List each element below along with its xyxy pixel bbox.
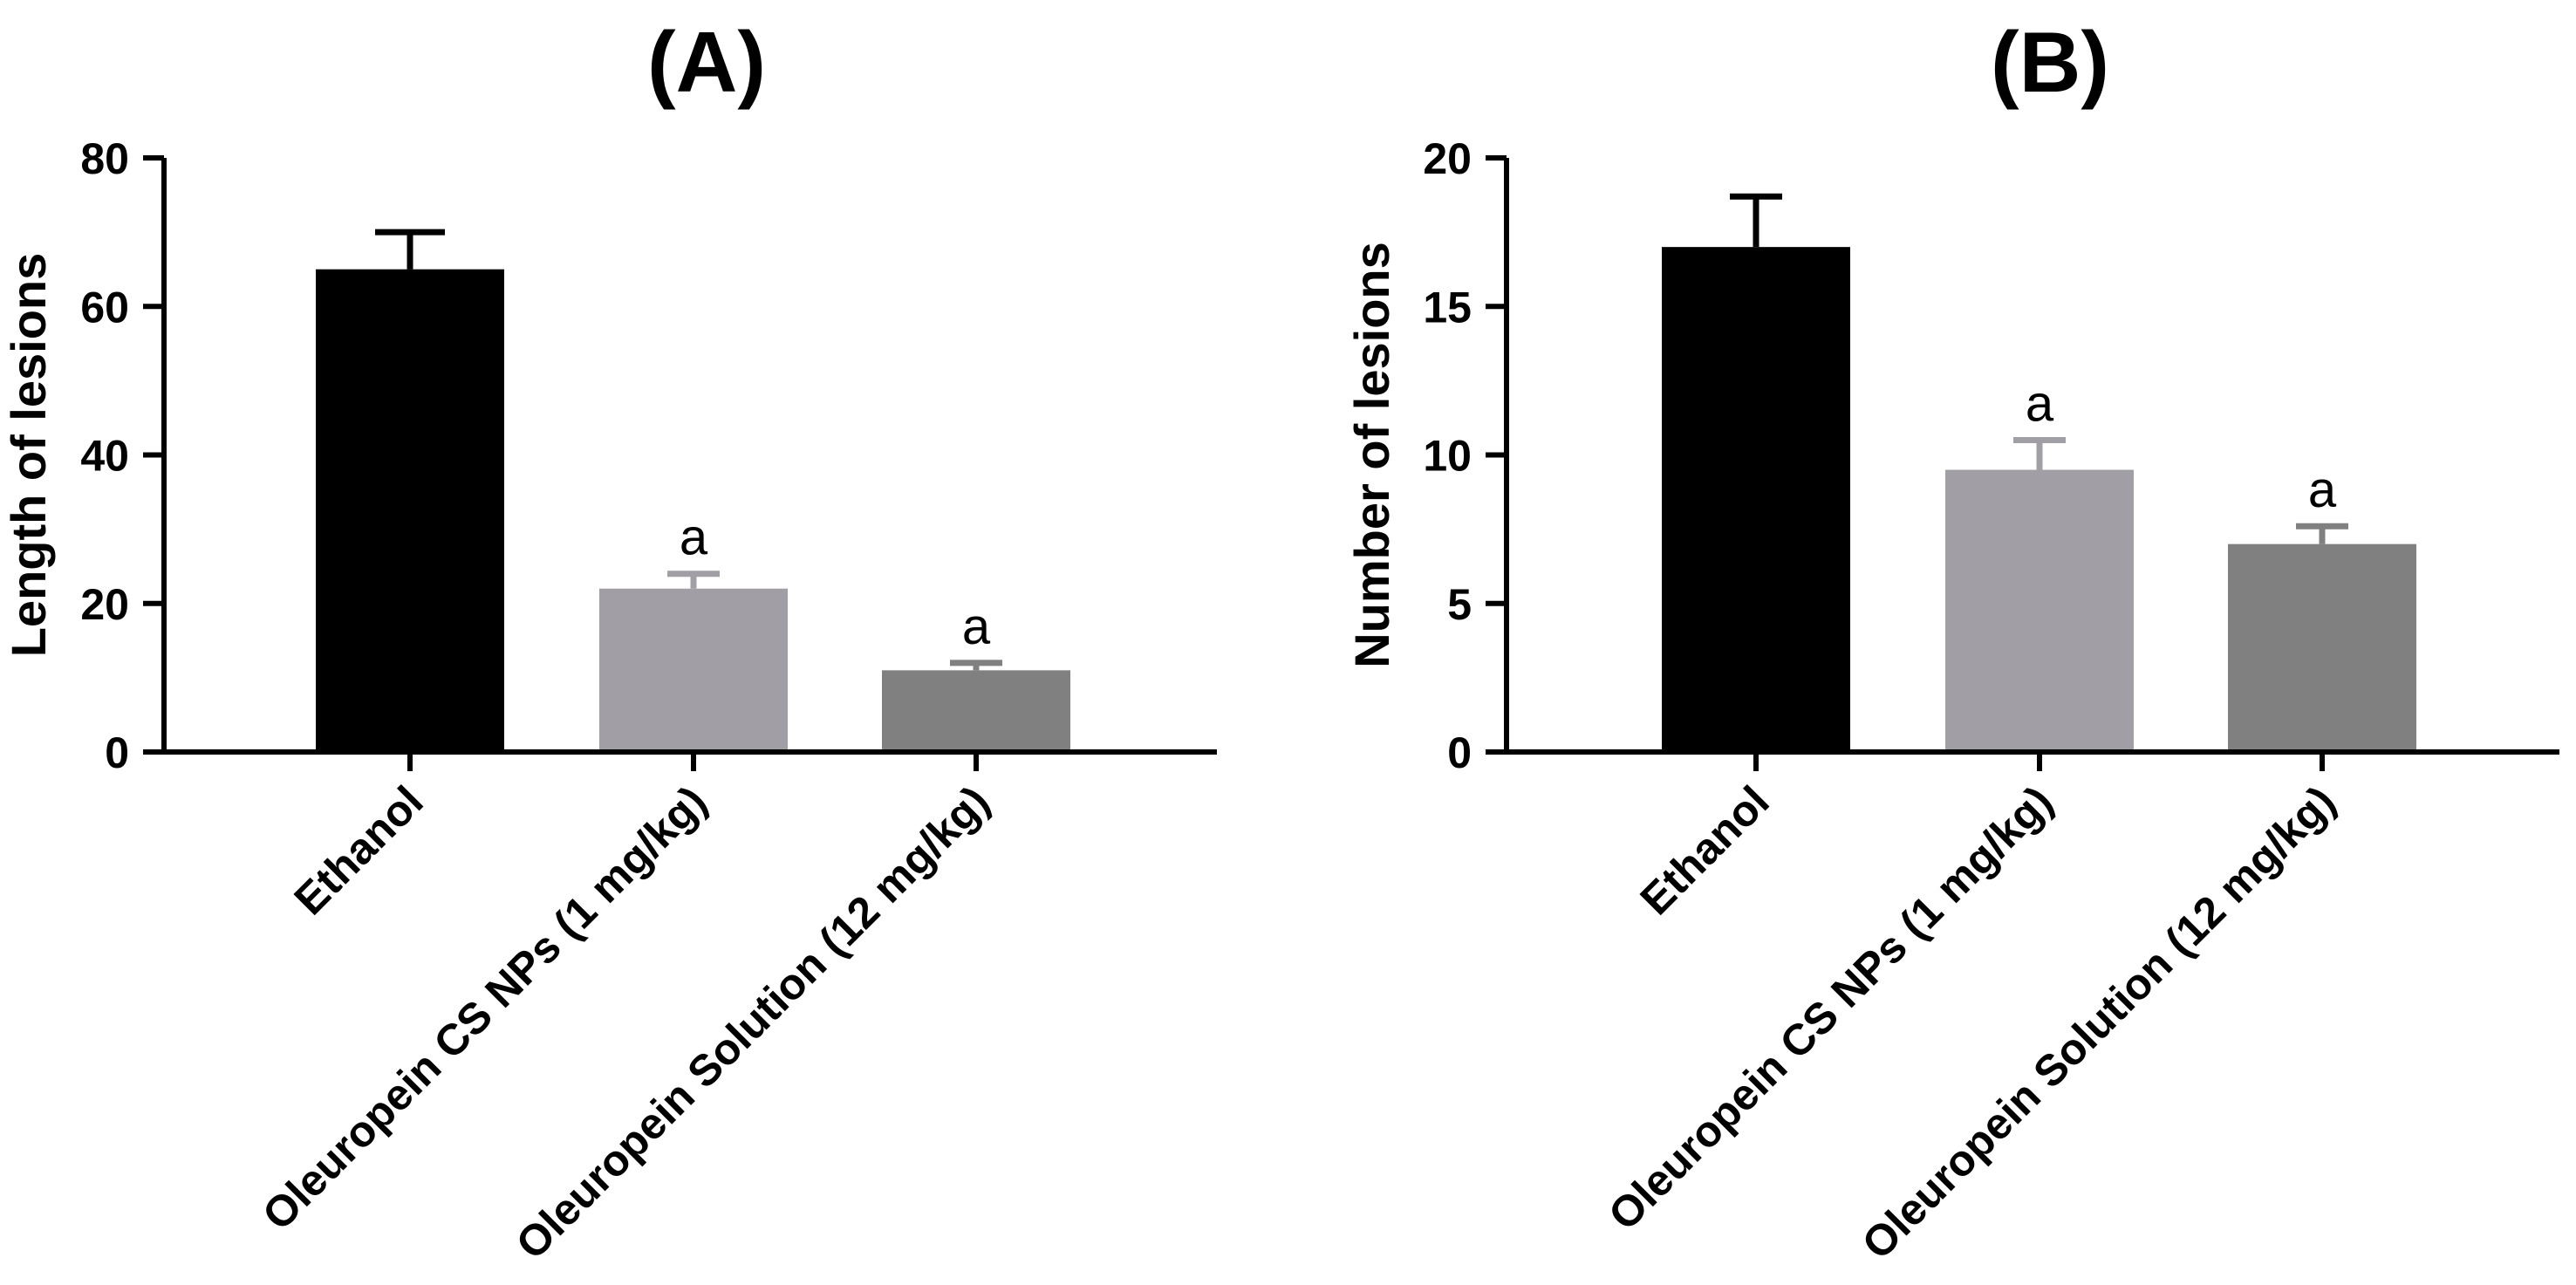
significance-label: a [2026, 375, 2054, 432]
y-tick-label: 80 [80, 134, 129, 183]
y-tick-label: 10 [1423, 432, 1472, 481]
bar [2228, 543, 2416, 752]
bar [1662, 247, 1850, 752]
significance-label: a [962, 598, 991, 655]
y-tick-label: 5 [1447, 580, 1472, 629]
y-axis-title: Number of lesions [1344, 242, 1399, 668]
y-tick-label: 20 [1423, 134, 1472, 183]
bar [599, 588, 788, 752]
y-tick-label: 20 [80, 580, 129, 629]
panel-label: (B) [1991, 14, 2109, 110]
panel-label: (A) [647, 14, 766, 110]
significance-label: a [680, 509, 708, 566]
bar [882, 670, 1070, 752]
y-tick-label: 15 [1423, 283, 1472, 332]
y-tick-label: 60 [80, 283, 129, 332]
significance-label: a [2308, 461, 2337, 518]
y-tick-label: 0 [105, 728, 129, 777]
bar [1945, 469, 2134, 752]
bar [316, 269, 504, 752]
y-tick-label: 40 [80, 432, 129, 481]
y-tick-label: 0 [1447, 728, 1472, 777]
y-axis-title: Length of lesions [1, 253, 56, 658]
